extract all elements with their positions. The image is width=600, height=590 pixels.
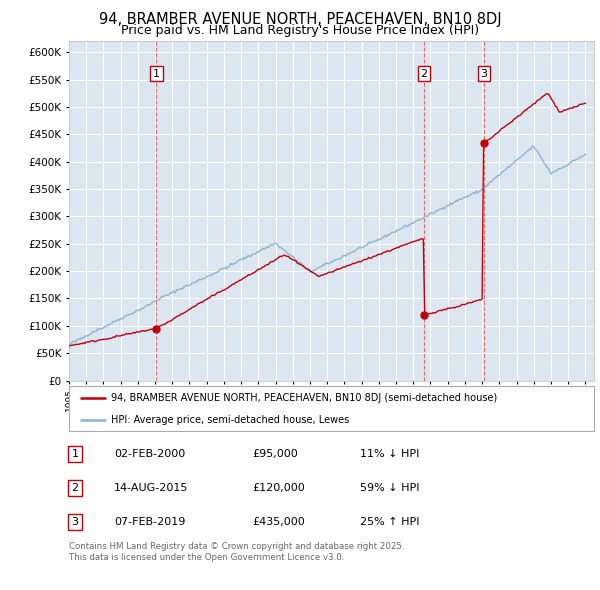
Text: 2: 2 (421, 68, 428, 78)
Text: 2: 2 (71, 483, 79, 493)
Text: 3: 3 (71, 517, 79, 527)
Text: Price paid vs. HM Land Registry's House Price Index (HPI): Price paid vs. HM Land Registry's House … (121, 24, 479, 37)
Text: 59% ↓ HPI: 59% ↓ HPI (360, 483, 419, 493)
Text: 94, BRAMBER AVENUE NORTH, PEACEHAVEN, BN10 8DJ (semi-detached house): 94, BRAMBER AVENUE NORTH, PEACEHAVEN, BN… (111, 394, 497, 404)
Text: 07-FEB-2019: 07-FEB-2019 (114, 517, 185, 527)
Text: 02-FEB-2000: 02-FEB-2000 (114, 449, 185, 458)
Text: HPI: Average price, semi-detached house, Lewes: HPI: Average price, semi-detached house,… (111, 415, 349, 425)
Text: 11% ↓ HPI: 11% ↓ HPI (360, 449, 419, 458)
Text: 3: 3 (481, 68, 487, 78)
Text: 94, BRAMBER AVENUE NORTH, PEACEHAVEN, BN10 8DJ: 94, BRAMBER AVENUE NORTH, PEACEHAVEN, BN… (98, 12, 502, 27)
Text: £120,000: £120,000 (252, 483, 305, 493)
Text: 25% ↑ HPI: 25% ↑ HPI (360, 517, 419, 527)
Text: £435,000: £435,000 (252, 517, 305, 527)
Text: Contains HM Land Registry data © Crown copyright and database right 2025.
This d: Contains HM Land Registry data © Crown c… (69, 542, 404, 562)
Text: 14-AUG-2015: 14-AUG-2015 (114, 483, 188, 493)
Text: 1: 1 (153, 68, 160, 78)
Text: £95,000: £95,000 (252, 449, 298, 458)
Text: 1: 1 (71, 449, 79, 458)
